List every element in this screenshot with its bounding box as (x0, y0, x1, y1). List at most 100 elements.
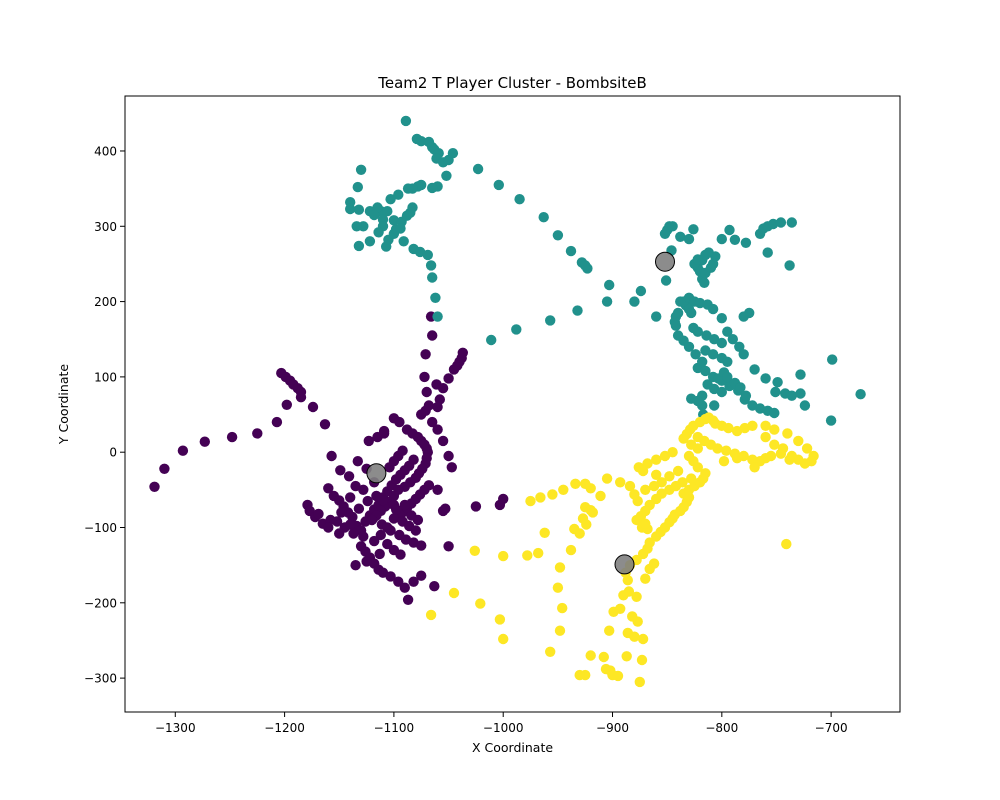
cluster-1-point (486, 334, 497, 346)
cluster-2-point (585, 650, 596, 661)
cluster-0-point (397, 445, 408, 456)
cluster-0-point (361, 556, 372, 567)
cluster-1-point (734, 341, 745, 352)
cluster-2-point (535, 492, 546, 503)
y-tick-label: 200 (94, 295, 117, 309)
cluster-2-point (640, 518, 651, 529)
y-tick-label: 0 (109, 446, 117, 460)
cluster-2-point (580, 478, 591, 489)
cluster-1-point (701, 330, 712, 341)
cluster-1-point (749, 364, 760, 375)
cluster-2-point (721, 445, 732, 456)
cluster-2-point (494, 614, 506, 625)
cluster-1-point (710, 251, 721, 262)
cluster-1-point (692, 326, 703, 337)
cluster-1-point (716, 337, 727, 349)
cluster-0-point (432, 484, 443, 495)
cluster-1-point (667, 221, 678, 232)
cluster-2-point (469, 545, 480, 556)
cluster-2-point (598, 651, 609, 663)
cluster-1-point (369, 209, 380, 221)
cluster-0-point (350, 480, 361, 492)
cluster-2-point (648, 558, 660, 569)
cluster-0-point (295, 392, 307, 403)
cluster-0-point (432, 424, 443, 435)
cluster-0-point (374, 548, 385, 560)
cluster-1-point (447, 148, 459, 159)
cluster-0-point (423, 400, 435, 411)
cluster-2-point (604, 625, 615, 636)
cluster-1-point (352, 181, 363, 193)
cluster-2-point (636, 654, 648, 666)
cluster-1-point (572, 305, 583, 316)
y-tick-label: −200 (84, 596, 117, 610)
cluster-2-point (587, 507, 598, 518)
cluster-2-point (664, 484, 675, 495)
cluster-1-point (472, 163, 484, 175)
cluster-0-point (432, 401, 443, 413)
cluster-2-point (522, 550, 533, 561)
cluster-2-point (651, 469, 662, 480)
cluster-2-point (644, 537, 655, 548)
cluster-0-point (427, 330, 438, 341)
cluster-1-point (709, 400, 720, 411)
y-tick-label: −300 (84, 672, 117, 686)
cluster-1-point (740, 237, 752, 248)
cluster-1-point (692, 254, 703, 265)
cluster-1-point (795, 369, 806, 380)
cluster-2-point (777, 443, 789, 454)
y-tick-label: 100 (94, 370, 117, 384)
cluster-1-point (364, 236, 376, 247)
cluster-1-point (629, 296, 640, 307)
cluster-1-point (772, 377, 783, 388)
cluster-1-point (382, 206, 393, 217)
cluster-0-point (437, 435, 449, 447)
cluster-1-point (538, 212, 549, 223)
cluster-0-point (159, 463, 170, 474)
cluster-1-point (398, 236, 409, 247)
cluster-1-point (422, 249, 433, 261)
cluster-1-point (707, 303, 719, 315)
cluster-1-point (738, 311, 749, 322)
cluster-0-point (388, 513, 400, 524)
cluster-0-point (399, 582, 410, 593)
cluster-1-point (690, 349, 701, 360)
cluster-0-point (385, 571, 396, 582)
cluster-0-point (498, 493, 509, 505)
cluster-1-point (686, 307, 697, 319)
cluster-0-point (331, 516, 343, 527)
cluster-2-point (570, 478, 581, 489)
cluster-1-point (716, 313, 727, 324)
cluster-1-point (385, 194, 396, 205)
cluster-1-point (353, 204, 365, 215)
cluster-2-point (651, 454, 662, 465)
cluster-0-point (443, 373, 454, 384)
cluster-0-point (336, 507, 347, 518)
cluster-1-point (799, 400, 811, 411)
cluster-2-point (574, 669, 585, 681)
cluster-1-point (786, 390, 797, 401)
cluster-1-point (707, 349, 719, 360)
cluster-1-point (493, 179, 504, 191)
cluster-2-point (642, 458, 653, 469)
cluster-1-point (635, 285, 647, 297)
cluster-0-point (402, 594, 414, 605)
cluster-2-point (565, 544, 577, 556)
cluster-2-point (640, 484, 651, 495)
cluster-2-point (498, 550, 509, 562)
cluster-0-point (423, 480, 435, 491)
cluster-0-point (406, 510, 417, 521)
cluster-0-point (358, 484, 369, 495)
cluster-2-point (723, 422, 734, 434)
cluster-1-point (425, 260, 437, 271)
cluster-2-point (747, 420, 758, 431)
cluster-0-point (199, 436, 210, 447)
cluster-1-point (345, 203, 356, 215)
cluster-0-point (363, 435, 374, 447)
cluster-1-point (373, 227, 384, 238)
cluster-0-point (307, 401, 319, 413)
cluster-1-point (441, 170, 452, 181)
cluster-0-point (343, 471, 355, 482)
cluster-1-point (795, 388, 806, 399)
